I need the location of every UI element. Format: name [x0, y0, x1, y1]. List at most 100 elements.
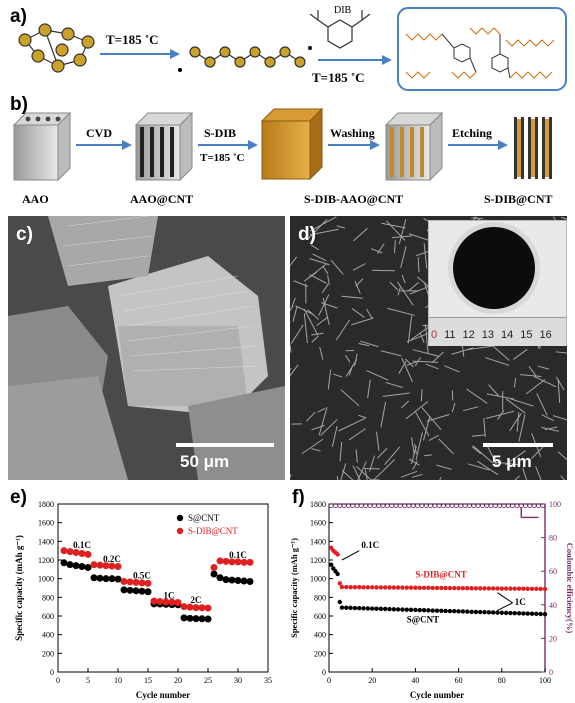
- rate-label: 0.1C: [229, 550, 247, 560]
- y-tick-label: 800: [314, 593, 326, 602]
- nanotube-fiber: [516, 412, 520, 432]
- x-tick-label: 20: [174, 676, 182, 685]
- nanotube-fiber: [380, 401, 387, 428]
- nanotube-fiber: [412, 349, 440, 357]
- nanotube-fiber: [386, 220, 406, 241]
- data-point-s-cnt: [126, 586, 134, 594]
- s-dib-cnt-point: [430, 585, 435, 591]
- nanotube-fiber: [332, 373, 343, 378]
- y-axis-label: Specific capacity (mAh g⁻¹): [14, 535, 24, 641]
- ruler-num-13: 13: [481, 329, 495, 341]
- sdib-cnt-block: [514, 117, 552, 179]
- data-point-s-dib-cnt: [126, 578, 134, 586]
- nanotube-fiber: [555, 376, 565, 391]
- nanotube-fiber: [471, 446, 482, 455]
- data-point-s-cnt: [246, 577, 254, 585]
- data-point-s-dib-cnt: [246, 558, 254, 566]
- y2-tick-label: 60: [549, 567, 557, 576]
- s-dib-cnt-point: [456, 585, 461, 591]
- legend-marker: [176, 527, 184, 535]
- y-tick-label: 200: [314, 649, 326, 658]
- step-washing: Washing: [330, 126, 375, 140]
- y-tick-label: 1800: [38, 500, 54, 509]
- nanotube-fiber: [561, 216, 567, 220]
- annotation-arrow: [497, 592, 513, 604]
- legend-marker: [176, 514, 184, 522]
- rate-label: 0.5C: [133, 571, 151, 581]
- x-tick-label: 25: [204, 676, 212, 685]
- nanotube-fiber: [400, 246, 407, 268]
- data-point-s-dib-cnt: [156, 598, 164, 606]
- ruler-num-15: 15: [520, 329, 533, 341]
- s-cnt-point: [382, 606, 388, 612]
- x-tick-label: 40: [411, 676, 419, 685]
- nanotube-fiber: [431, 351, 444, 364]
- rate-label: 2C: [191, 595, 202, 605]
- nanotube-fiber: [484, 357, 510, 366]
- s-cnt-point: [486, 610, 492, 615]
- nanotube-fiber: [426, 414, 450, 422]
- data-point-s-dib-cnt: [114, 563, 122, 571]
- y-axis-label: Specific capacity (mAh g⁻¹): [289, 538, 299, 638]
- s-dib-cnt-point: [478, 586, 483, 591]
- data-point-s-dib-cnt: [60, 547, 68, 555]
- nanotube-fiber: [303, 263, 327, 282]
- nanotube-fiber: [306, 411, 316, 422]
- s-dib-cnt-point: [525, 586, 530, 591]
- nanotube-fiber: [401, 400, 410, 408]
- nanotube-fiber: [541, 414, 555, 422]
- sulfur-chain: [189, 46, 306, 68]
- nanotube-fiber: [374, 459, 395, 480]
- y-tick-label: 1200: [310, 556, 326, 565]
- rate-label-01c: 0.1C: [361, 540, 379, 550]
- s-cnt-point: [421, 608, 427, 613]
- nanotube-fiber: [353, 227, 368, 242]
- s-dib-cnt-point: [538, 586, 543, 592]
- rate-label: 0.2C: [103, 554, 121, 564]
- data-point-s-cnt: [138, 587, 146, 595]
- data-point-s-cnt: [96, 574, 104, 582]
- data-point-s-cnt: [108, 575, 116, 583]
- nanotube-fiber: [420, 389, 423, 402]
- s-dib-cnt-point: [395, 585, 401, 590]
- stage-aao-cnt: AAO@CNT: [130, 192, 193, 206]
- nanotube-fiber: [345, 359, 358, 377]
- nanotube-fiber: [338, 417, 366, 432]
- s-cnt-point: [335, 571, 340, 577]
- nanotube-fiber: [393, 239, 396, 254]
- nanotube-fiber: [514, 475, 520, 480]
- stage-sdib-aao-cnt: S-DIB-AAO@CNT: [304, 192, 403, 206]
- nanotube-fiber: [376, 448, 388, 459]
- nanotube-fiber: [364, 469, 368, 480]
- y-tick-label: 200: [42, 649, 54, 658]
- y2-tick-label: 80: [549, 534, 557, 543]
- s-cnt-point: [344, 605, 349, 610]
- s-cnt-point: [499, 610, 504, 615]
- data-point-s-dib-cnt: [78, 549, 86, 557]
- data-point-s-cnt: [234, 577, 242, 585]
- s-dib-cnt-point: [387, 585, 392, 590]
- washed-block: [384, 111, 444, 182]
- data-point-s-cnt: [198, 615, 206, 623]
- s-cnt-point: [447, 608, 453, 614]
- data-point-s-dib-cnt: [66, 548, 74, 556]
- nanotube-fiber: [492, 345, 510, 361]
- nanotube-fiber: [555, 351, 567, 354]
- nanotube-fiber: [309, 274, 327, 284]
- nanotube-fiber: [493, 461, 520, 466]
- arrow-temp-2: T=185 ˚C: [312, 70, 365, 85]
- s-dib-cnt-point: [452, 585, 457, 591]
- s-cnt-point: [348, 605, 353, 611]
- s-cnt-point: [378, 606, 384, 612]
- nanotube-fiber: [417, 257, 420, 273]
- y2-axis-label: Coulombic efficiency(%): [565, 543, 575, 634]
- nanotube-fiber: [303, 308, 319, 336]
- nanotube-fiber: [322, 297, 330, 326]
- s-dib-cnt-point: [529, 586, 535, 592]
- x-tick-label: 100: [539, 676, 551, 685]
- nanotube-fiber: [525, 379, 546, 395]
- nanotube-fiber: [410, 324, 432, 341]
- s-dib-cnt-point: [447, 585, 453, 591]
- nanotube-fiber: [354, 280, 361, 294]
- nanotube-fiber: [291, 297, 296, 307]
